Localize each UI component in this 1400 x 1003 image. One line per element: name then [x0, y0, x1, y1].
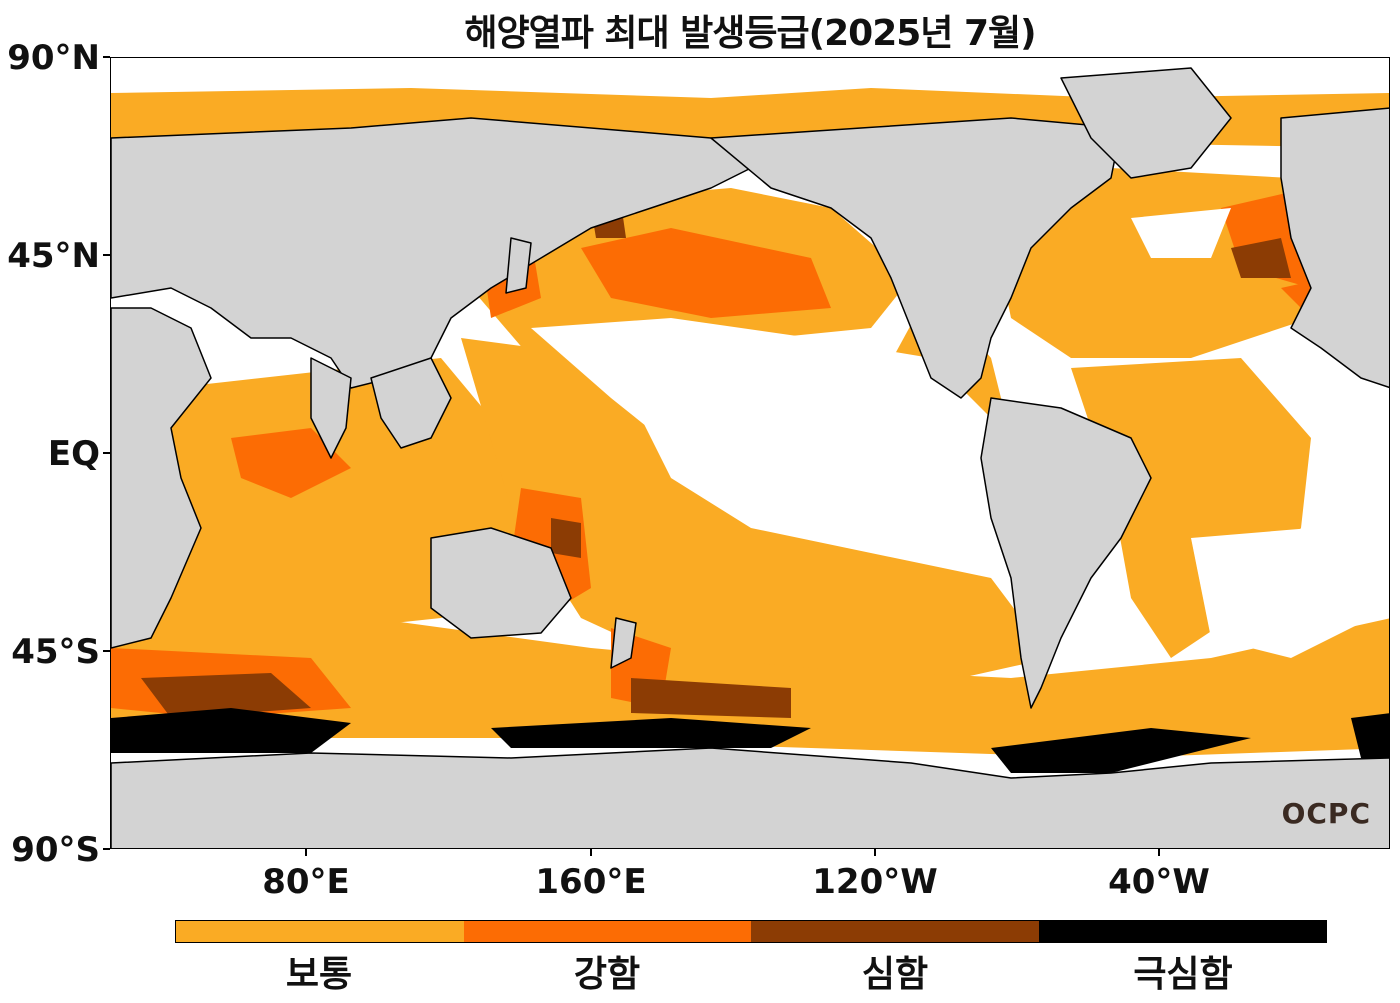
lon-label-40w: 40°W: [1108, 862, 1210, 902]
severe-patch-south-indian: [141, 673, 311, 718]
moderate-patch-southern-ocean: [111, 598, 1389, 758]
lon-label-160e: 160°E: [535, 862, 647, 902]
land-europe-africa-east: [1280, 107, 1389, 389]
lon-label-120w: 120°W: [812, 862, 938, 902]
land-india: [310, 357, 352, 459]
heatwave-map: OCPC: [110, 57, 1390, 849]
lon-tick: [590, 849, 592, 856]
lat-tick: [103, 848, 110, 850]
map-title: 해양열파 최대 발생등급(2025년 7월): [464, 13, 1036, 54]
ocpc-logo: OCPC: [1281, 797, 1371, 830]
no-heatwave-areas: [531, 208, 1371, 658]
legend-swatch-moderate: [176, 921, 464, 942]
severe-patch-atlantic: [1231, 238, 1291, 278]
legend-label-severe: 심함: [861, 954, 929, 995]
lon-tick: [305, 849, 307, 856]
lat-label-45n: 45°N: [7, 236, 100, 276]
strong-patch-indian: [231, 428, 351, 498]
lat-label-45s: 45°S: [11, 632, 100, 672]
lat-tick: [103, 650, 110, 652]
lat-tick: [103, 452, 110, 454]
strong-patch-north-pacific: [581, 228, 831, 318]
category-extreme-areas: [111, 708, 1389, 773]
extreme-band-east: [1351, 713, 1389, 758]
map-canvas: [111, 58, 1389, 848]
legend-swatch-strong: [463, 921, 751, 942]
lat-tick: [103, 254, 110, 256]
lon-tick: [1158, 849, 1160, 856]
no-heatwave-atlantic: [1131, 208, 1231, 258]
extreme-band-south-pacific: [491, 718, 811, 748]
legend-label-extreme: 극심함: [1133, 954, 1233, 995]
land-greenland: [1060, 67, 1232, 179]
legend-label-strong: 강함: [573, 954, 641, 995]
legend-swatch-extreme: [1038, 921, 1326, 942]
lat-label-90s: 90°S: [11, 830, 100, 870]
severe-patch-southern-ocean: [631, 678, 791, 718]
moderate-patch-west-pacific: [461, 338, 1051, 698]
land-masses: [111, 67, 1389, 848]
lat-label-eq: EQ: [47, 434, 100, 474]
legend-swatch-severe: [751, 921, 1039, 942]
no-heatwave-central-pacific: [531, 318, 1051, 538]
land-antarctica: [111, 747, 1389, 848]
colorbar-legend: [175, 920, 1327, 943]
land-south-america: [980, 397, 1152, 709]
lat-tick: [103, 56, 110, 58]
severe-patch-coral: [551, 518, 581, 558]
land-africa-arabia: [111, 307, 212, 649]
no-heatwave-south-atlantic: [1191, 528, 1371, 658]
lon-label-80e: 80°E: [262, 862, 350, 902]
extreme-band-weddell: [991, 728, 1251, 773]
extreme-band-south-indian: [111, 708, 351, 753]
land-southeast-asia: [370, 357, 452, 449]
land-new-zealand: [610, 617, 637, 669]
legend-label-moderate: 보통: [285, 954, 353, 995]
lon-tick: [874, 849, 876, 856]
land-australia: [430, 527, 572, 639]
land-japan: [505, 237, 532, 294]
category-severe-areas: [141, 203, 1291, 718]
lat-label-90n: 90°N: [7, 38, 100, 78]
